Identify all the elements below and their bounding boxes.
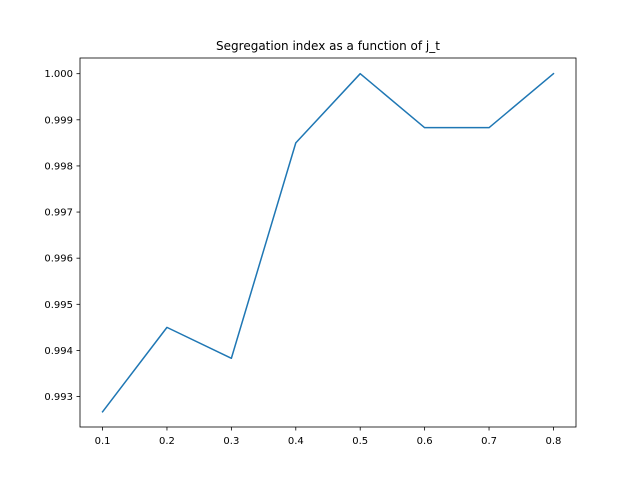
y-tick-label: 0.999	[44, 115, 73, 126]
x-tick-label: 0.3	[223, 436, 239, 447]
x-tick-label: 0.4	[288, 436, 304, 447]
series-line	[101, 72, 555, 413]
series-layer	[101, 72, 555, 413]
x-tick-label: 0.6	[417, 436, 433, 447]
y-axis-ticks: 0.993 0.994 0.995 0.996 0.997 0.998 0.999 1.000	[44, 69, 80, 403]
plot-area-frame	[79, 57, 577, 428]
x-tick-label: 0.8	[546, 436, 562, 447]
x-tick-label: 0.7	[481, 436, 497, 447]
y-tick-label: 0.996	[44, 254, 73, 265]
x-axis-ticks: 0.1 0.2 0.3 0.4 0.5 0.6 0.7 0.8	[95, 427, 562, 447]
x-tick-label: 0.2	[159, 436, 175, 447]
x-tick-label: 0.5	[352, 436, 368, 447]
y-tick-label: 0.997	[44, 208, 73, 219]
x-tick-label: 0.1	[95, 436, 111, 447]
chart-title: Segregation index as a function of j_t	[216, 39, 440, 53]
y-tick-label: 0.994	[44, 346, 73, 357]
y-tick-label: 1.000	[44, 69, 73, 80]
y-tick-label: 0.993	[44, 392, 73, 403]
y-tick-label: 0.995	[44, 300, 73, 311]
y-tick-label: 0.998	[44, 161, 73, 172]
